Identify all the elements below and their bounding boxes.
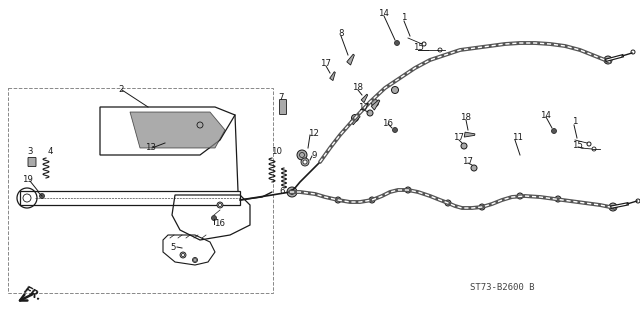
Text: 9: 9 — [312, 151, 317, 160]
Text: 11: 11 — [512, 133, 523, 143]
Circle shape — [297, 150, 307, 160]
Text: 18: 18 — [352, 84, 363, 93]
Circle shape — [218, 204, 221, 206]
Circle shape — [445, 200, 451, 206]
Circle shape — [182, 254, 184, 256]
Circle shape — [211, 216, 216, 220]
Text: 14: 14 — [378, 9, 389, 18]
Circle shape — [471, 165, 477, 171]
Polygon shape — [464, 132, 475, 137]
Text: 17: 17 — [462, 158, 473, 167]
Text: 3: 3 — [27, 147, 33, 157]
Text: 2: 2 — [118, 85, 124, 94]
Circle shape — [479, 204, 485, 210]
Circle shape — [287, 187, 297, 197]
Bar — [8, 88, 273, 293]
Circle shape — [40, 194, 45, 198]
Circle shape — [197, 122, 203, 128]
Circle shape — [301, 158, 309, 166]
Circle shape — [303, 160, 307, 164]
Text: 5: 5 — [170, 242, 175, 251]
Circle shape — [517, 193, 523, 199]
Text: 15: 15 — [572, 140, 583, 150]
Text: 6: 6 — [279, 188, 285, 197]
Text: 19: 19 — [22, 174, 33, 183]
Circle shape — [335, 197, 341, 203]
Text: 17: 17 — [358, 103, 369, 113]
Circle shape — [609, 203, 617, 211]
FancyBboxPatch shape — [280, 100, 287, 115]
Circle shape — [604, 56, 612, 64]
Circle shape — [369, 197, 375, 203]
Text: 12: 12 — [308, 129, 319, 137]
Bar — [20, 191, 240, 205]
Text: 1: 1 — [572, 117, 577, 127]
Polygon shape — [347, 54, 355, 65]
Circle shape — [180, 252, 186, 258]
Text: ST73-B2600 B: ST73-B2600 B — [470, 284, 534, 293]
Circle shape — [555, 196, 561, 202]
Circle shape — [217, 202, 223, 208]
Polygon shape — [351, 115, 360, 125]
Text: 14: 14 — [540, 110, 551, 120]
Circle shape — [367, 110, 373, 116]
FancyBboxPatch shape — [28, 158, 36, 167]
Circle shape — [371, 100, 378, 107]
Circle shape — [461, 143, 467, 149]
Polygon shape — [361, 94, 367, 103]
Text: 7: 7 — [278, 93, 284, 101]
Text: 18: 18 — [460, 114, 471, 122]
Polygon shape — [130, 112, 225, 148]
Text: 1: 1 — [401, 13, 406, 23]
Circle shape — [193, 257, 198, 263]
Text: 8: 8 — [338, 28, 344, 38]
Polygon shape — [330, 72, 335, 81]
Text: 17: 17 — [453, 133, 464, 143]
Circle shape — [392, 128, 397, 132]
Text: 17: 17 — [320, 58, 331, 68]
Text: 13: 13 — [145, 144, 156, 152]
Polygon shape — [371, 100, 380, 110]
Text: 16: 16 — [382, 118, 393, 128]
Text: FR.: FR. — [22, 285, 44, 303]
Circle shape — [552, 129, 557, 133]
Text: 16: 16 — [214, 219, 225, 227]
Circle shape — [392, 86, 399, 93]
Circle shape — [394, 41, 399, 46]
Text: 4: 4 — [48, 147, 54, 157]
Circle shape — [351, 115, 358, 122]
Text: 10: 10 — [271, 147, 282, 157]
Text: 15: 15 — [413, 43, 424, 53]
Circle shape — [405, 187, 411, 193]
Circle shape — [194, 259, 196, 261]
